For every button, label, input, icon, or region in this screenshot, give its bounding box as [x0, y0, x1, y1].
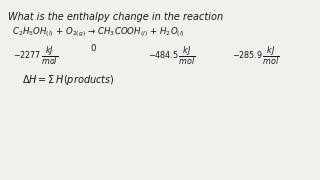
Text: $\Delta H = \Sigma\,H(products)$: $\Delta H = \Sigma\,H(products)$	[22, 73, 115, 87]
Text: $0$: $0$	[90, 42, 97, 53]
Text: $-484.5\,\dfrac{kJ}{mol}$: $-484.5\,\dfrac{kJ}{mol}$	[148, 44, 196, 67]
Text: $C_2H_5OH_{(l)}$ + $O_{2(g)}$ → $CH_3COOH_{(l)}$ + $H_2O_{(l)}$: $C_2H_5OH_{(l)}$ + $O_{2(g)}$ → $CH_3COO…	[12, 26, 185, 39]
Text: $-2277\,\dfrac{kJ}{mol}$: $-2277\,\dfrac{kJ}{mol}$	[13, 44, 58, 67]
Text: $-285.9\,\dfrac{kJ}{mol}$: $-285.9\,\dfrac{kJ}{mol}$	[232, 44, 280, 67]
Text: What is the enthalpy change in the reaction: What is the enthalpy change in the react…	[8, 12, 223, 22]
